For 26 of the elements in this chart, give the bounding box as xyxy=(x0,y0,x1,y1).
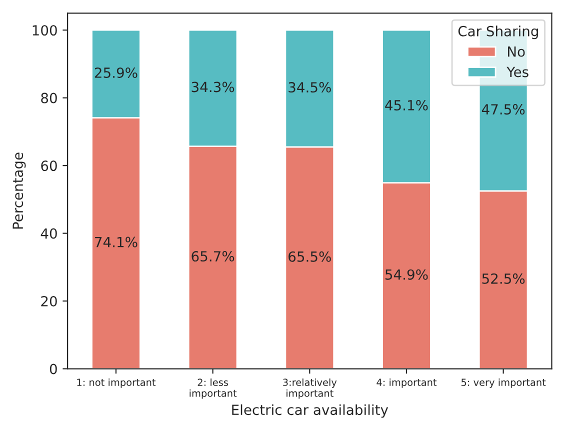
x-tick-label: 5: very important xyxy=(461,378,546,388)
legend-title: Car Sharing xyxy=(458,26,538,40)
data-label: 65.5% xyxy=(288,251,331,262)
y-axis-title: Percentage xyxy=(12,152,26,229)
data-label: 52.5% xyxy=(482,273,525,284)
x-tick-label: 2: less important xyxy=(190,378,237,399)
data-label: 25.9% xyxy=(94,67,138,78)
x-axis-title: Electric car availability xyxy=(232,404,388,418)
data-label: 45.1% xyxy=(385,100,428,110)
y-tick-label: 80 xyxy=(41,92,57,104)
legend-label: No xyxy=(508,46,525,57)
y-tick-label: 100 xyxy=(32,25,57,36)
data-label: 47.5% xyxy=(482,104,525,115)
x-tick-label: 4: important xyxy=(376,378,437,388)
data-label: 34.5% xyxy=(288,82,331,93)
y-tick-label: 60 xyxy=(41,160,57,172)
data-label: 74.1% xyxy=(95,236,138,248)
x-tick-label: 1: not important xyxy=(77,378,156,388)
legend-label: Yes xyxy=(506,66,528,78)
y-tick-label: 40 xyxy=(40,228,57,239)
data-label: 34.3% xyxy=(192,82,234,92)
data-label: 65.7% xyxy=(192,251,234,262)
x-tick-label: 3:relatively important xyxy=(283,378,337,399)
y-tick-label: 20 xyxy=(41,296,57,307)
data-label: 54.9% xyxy=(385,269,428,280)
y-tick-label: 0 xyxy=(50,364,57,374)
